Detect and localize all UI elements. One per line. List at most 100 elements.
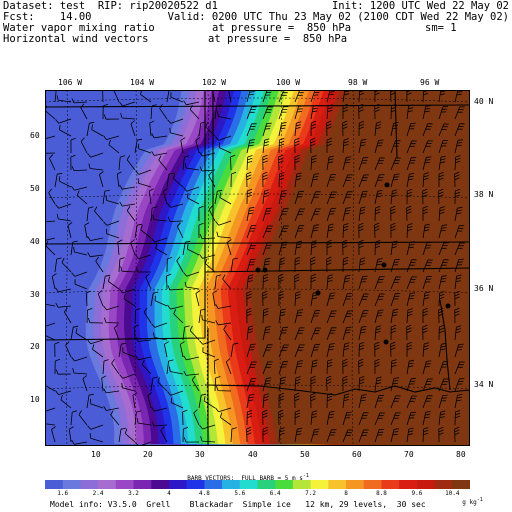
wind-barb xyxy=(342,310,353,324)
wind-barb xyxy=(326,375,332,392)
init-time: Init: 1200 UTC Wed 22 May 02 xyxy=(331,0,509,12)
wind-barb xyxy=(278,376,286,392)
wind-barb xyxy=(246,393,255,409)
wind-barb xyxy=(55,369,72,375)
forecast-hour: Fcst: 14.00 xyxy=(3,11,92,23)
wind-barb xyxy=(200,436,216,443)
wind-barb xyxy=(87,236,104,241)
wind-barb xyxy=(374,103,380,120)
wind-barb xyxy=(390,359,397,375)
wind-barb xyxy=(199,166,216,172)
wind-barb xyxy=(374,358,380,375)
grid-y-label: 40 xyxy=(30,237,40,246)
wind-barb xyxy=(246,274,254,290)
wind-barb xyxy=(162,188,168,205)
grid-x-label: 60 xyxy=(352,450,362,459)
colorbar-tick-label: 3.2 xyxy=(128,490,139,497)
wind-barb xyxy=(406,411,416,426)
wind-barb xyxy=(152,214,168,222)
wind-barb xyxy=(422,276,433,290)
wind-barb xyxy=(342,223,349,239)
wind-barb xyxy=(374,139,384,154)
wind-barb xyxy=(70,137,76,153)
moisture-wind-map xyxy=(45,90,470,446)
wind-barb xyxy=(216,231,232,239)
wind-barb xyxy=(438,259,449,273)
wind-barb xyxy=(390,276,401,290)
wind-barb xyxy=(49,154,56,171)
wind-barb xyxy=(358,120,365,137)
wind-barb xyxy=(278,190,287,205)
wind-barb xyxy=(135,355,152,361)
wind-barb xyxy=(183,186,200,192)
wind-barb xyxy=(278,290,284,307)
wind-barb xyxy=(262,274,269,290)
wind-barb xyxy=(208,205,216,222)
wind-barb xyxy=(191,375,200,392)
wind-barb xyxy=(101,375,107,392)
wind-barb xyxy=(422,123,433,137)
wind-barb xyxy=(119,101,136,107)
wind-barb xyxy=(182,325,190,341)
wind-barb xyxy=(294,344,305,358)
wind-barb xyxy=(262,138,270,154)
colorbar-swatch xyxy=(363,480,382,489)
wind-barb xyxy=(119,288,136,294)
wind-barb xyxy=(278,308,286,324)
wind-barb xyxy=(246,188,253,205)
meridian-line xyxy=(206,90,210,446)
meridian-line xyxy=(351,90,355,446)
wind-barb xyxy=(199,233,216,239)
wind-barb xyxy=(246,155,253,171)
wind-barb xyxy=(157,377,168,392)
wind-barb xyxy=(217,111,232,120)
wind-barb xyxy=(406,395,417,409)
wind-barb xyxy=(406,259,417,273)
wind-barb xyxy=(225,358,232,375)
wind-barb xyxy=(70,410,78,426)
wind-barb xyxy=(151,421,168,427)
wind-barb xyxy=(55,302,72,308)
wind-barb xyxy=(102,359,109,375)
wind-barb xyxy=(215,135,232,141)
wind-barb xyxy=(358,174,369,188)
wind-barb xyxy=(262,90,273,103)
wind-barb xyxy=(294,273,300,290)
wind-barb xyxy=(226,239,232,256)
wind-barb xyxy=(326,411,335,426)
wind-barb xyxy=(86,206,94,222)
wind-barb xyxy=(169,127,184,137)
wind-barb xyxy=(70,325,79,341)
wind-barb xyxy=(67,222,73,239)
wind-barb xyxy=(358,310,369,324)
wind-barb xyxy=(187,193,200,205)
wind-barb xyxy=(71,271,88,277)
model-info: Model info: V3.5.0 Grell Blackadar Simpl… xyxy=(50,500,426,509)
wind-barb xyxy=(278,273,284,290)
wind-barb xyxy=(166,273,172,290)
wind-barb xyxy=(51,273,57,290)
wind-barb xyxy=(143,307,152,324)
wind-barb xyxy=(199,254,216,259)
wind-barb xyxy=(326,120,332,137)
grid-y-label: 30 xyxy=(30,290,40,299)
wind-barb xyxy=(87,252,104,258)
wind-barb xyxy=(103,220,120,226)
wind-barb xyxy=(71,165,88,171)
wind-barb xyxy=(310,191,321,205)
wind-barb xyxy=(121,382,136,392)
wind-barb xyxy=(110,410,120,426)
wind-barb xyxy=(422,223,430,239)
smoothing: sm= 1 xyxy=(425,22,457,34)
wind-barb xyxy=(358,190,368,205)
wind-barb xyxy=(246,258,256,273)
colorbar xyxy=(45,480,470,489)
wind-barb xyxy=(406,172,415,188)
wind-barb xyxy=(205,122,216,137)
wind-barb xyxy=(246,409,253,426)
grid-y-label: 60 xyxy=(30,131,40,140)
wind-barb xyxy=(438,378,449,392)
wind-barb xyxy=(326,359,333,375)
wind-barb xyxy=(358,239,364,256)
wind-barb xyxy=(76,190,88,205)
